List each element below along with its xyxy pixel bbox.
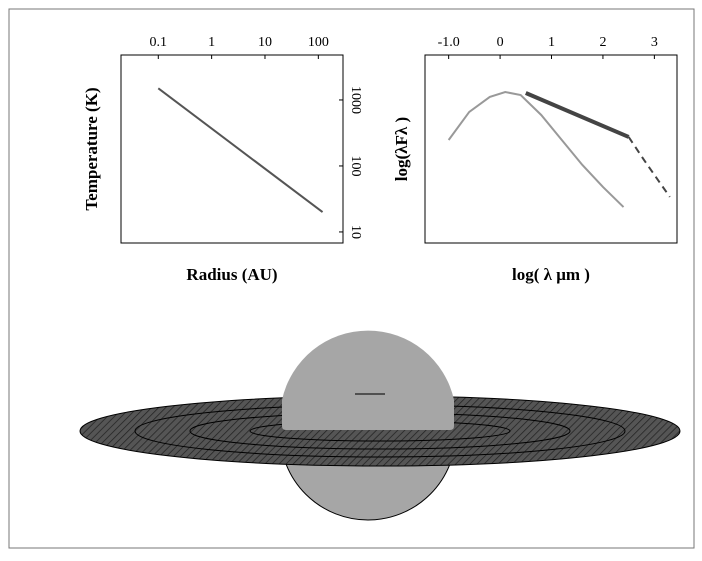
y-tick-label: 100 [348,155,363,176]
x-tick-label: 0 [497,35,504,50]
plot-area [120,54,344,244]
line [525,91,630,139]
x-tick-label: 2 [599,35,606,50]
x-tick-label: 1 [208,35,215,50]
plot-area [424,54,678,244]
x-tick-label: -1.0 [438,35,460,50]
disk-diagram [79,330,681,521]
line [627,136,671,198]
line [447,91,625,208]
x-axis-label: Radius (AU) [186,265,277,284]
y-tick-label: 10 [348,225,363,239]
y-axis-label: Temperature (K) [82,87,101,210]
x-tick-label: 100 [308,35,329,50]
x-tick-label: 0.1 [150,35,168,50]
line [157,87,324,213]
x-tick-label: 1 [548,35,555,50]
y-axis-label: log(λFλ ) [392,117,411,181]
x-tick-label: 10 [258,35,272,50]
x-axis-label: log( λ μm ) [512,265,590,284]
x-tick-label: 3 [651,35,658,50]
y-tick-label: 1000 [348,86,363,114]
star-upper [282,330,454,430]
